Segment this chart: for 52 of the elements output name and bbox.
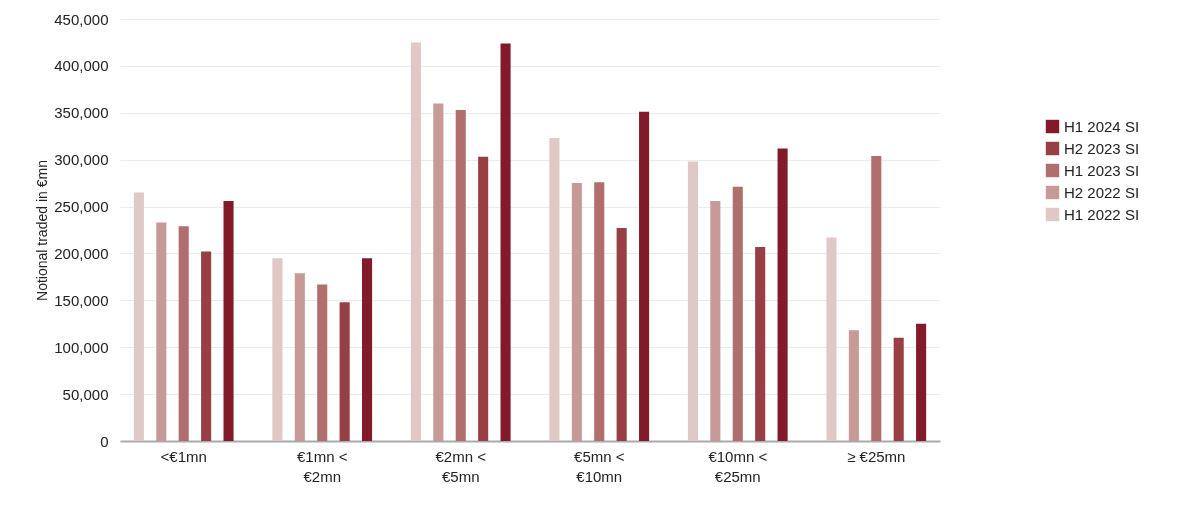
legend-label: H1 2022 SI bbox=[1064, 205, 1140, 223]
bar bbox=[455, 109, 466, 441]
bar bbox=[871, 155, 882, 441]
bar bbox=[916, 323, 927, 441]
bar bbox=[478, 156, 489, 441]
bar bbox=[594, 182, 605, 441]
y-tick-label: 350,000 bbox=[54, 104, 109, 122]
x-tick-label: €1mn < €2mn bbox=[297, 447, 348, 485]
x-tick-label: ≥ €25mn bbox=[847, 447, 906, 465]
bar bbox=[687, 161, 698, 441]
legend-label: H1 2023 SI bbox=[1064, 161, 1140, 179]
bar bbox=[294, 273, 305, 441]
bar bbox=[317, 284, 328, 441]
bar bbox=[133, 192, 144, 441]
bar bbox=[639, 111, 650, 441]
y-tick-label: 100,000 bbox=[54, 338, 109, 356]
bar bbox=[223, 200, 234, 441]
y-tick-label: 200,000 bbox=[54, 244, 109, 262]
bar bbox=[272, 258, 283, 441]
legend-label: H2 2023 SI bbox=[1064, 139, 1140, 157]
y-tick-label: 400,000 bbox=[54, 57, 109, 75]
y-tick-label: 50,000 bbox=[62, 385, 109, 403]
legend-label: H1 2024 SI bbox=[1064, 117, 1140, 135]
bar bbox=[571, 183, 582, 441]
x-tick-label: €10mn < €25mn bbox=[708, 447, 768, 485]
bar bbox=[755, 246, 766, 441]
bar bbox=[433, 103, 444, 441]
y-tick-label: 0 bbox=[100, 432, 109, 450]
bar bbox=[362, 258, 373, 441]
bar bbox=[410, 42, 421, 441]
legend-label: H2 2022 SI bbox=[1064, 183, 1140, 201]
bar bbox=[893, 337, 904, 441]
y-tick-label: 150,000 bbox=[54, 291, 109, 309]
bar bbox=[549, 138, 560, 441]
bar bbox=[500, 43, 511, 441]
bar bbox=[339, 302, 350, 441]
bar bbox=[156, 222, 167, 441]
bar bbox=[616, 228, 627, 441]
y-tick-label: 300,000 bbox=[54, 151, 109, 169]
bar bbox=[201, 251, 212, 441]
y-axis-title: Notional traded in €mn bbox=[34, 160, 51, 301]
bar bbox=[710, 200, 721, 441]
bar bbox=[777, 148, 788, 441]
bar bbox=[848, 330, 859, 441]
y-tick-label: 250,000 bbox=[54, 198, 109, 216]
x-tick-label: €5mn < €10mn bbox=[574, 447, 625, 485]
y-tick-label: 450,000 bbox=[54, 10, 109, 28]
bar bbox=[826, 237, 837, 441]
x-tick-label: <€1mn bbox=[160, 447, 207, 465]
bar bbox=[178, 226, 189, 441]
bar bbox=[732, 186, 743, 441]
x-tick-label: €2mn < €5mn bbox=[435, 447, 487, 485]
